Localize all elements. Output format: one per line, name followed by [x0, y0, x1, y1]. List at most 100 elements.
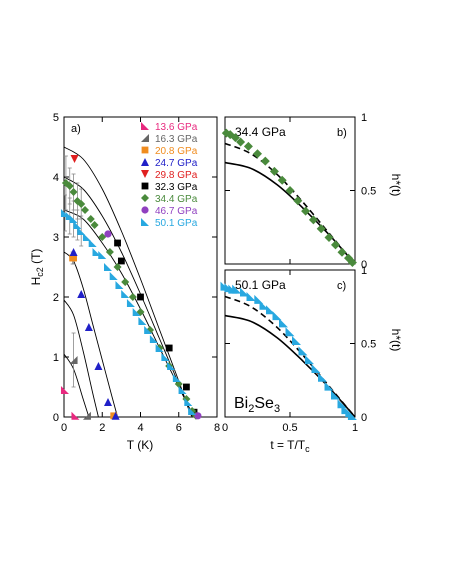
panel-b-annotation: 34.4 GPa	[235, 125, 286, 139]
point-34-4-gpa	[69, 188, 78, 196]
fit-curve-3	[63, 251, 118, 418]
point-34-4-gpa	[90, 221, 99, 229]
point-13-6-gpa	[60, 386, 69, 394]
point-34-4-gpa	[81, 206, 90, 214]
compound-label: Bi2Se3	[234, 395, 280, 415]
panel-a-ticks: 0 2 4 6 8 0 1 2 3 4 5	[53, 112, 220, 434]
legend-label-16-3-gpa: 16.3 GPa	[155, 134, 198, 145]
point-34-4-gpa	[293, 196, 303, 206]
panel-c-label: c)	[337, 280, 346, 292]
point-50-1-gpa	[337, 399, 347, 409]
fit-curve-4	[63, 299, 99, 418]
point-50-1-gpa	[172, 374, 181, 382]
y-tick-label: 0.5	[361, 339, 376, 351]
point-50-1-gpa	[144, 326, 153, 334]
point-50-1-gpa	[232, 284, 242, 294]
point-50-1-gpa	[347, 411, 357, 421]
point-50-1-gpa	[292, 336, 301, 346]
compound-sub1: 2	[248, 403, 254, 415]
compound-base: Bi	[234, 395, 248, 412]
fit-curve-5	[63, 353, 90, 418]
y-tick-label: 0.5	[361, 186, 376, 198]
y-tick-label-a: 2	[53, 292, 59, 304]
panel-c-points	[220, 281, 357, 421]
legend-marker-34-4-gpa	[141, 194, 149, 202]
legend-label-32-3-gpa: 32.3 GPa	[155, 182, 198, 193]
point-34-4-gpa	[253, 149, 262, 159]
legend-marker-32-3-gpa	[141, 182, 149, 190]
point-46-7-gpa	[104, 230, 112, 238]
legend-marker-29-8-gpa	[141, 170, 149, 178]
panel-c-annotation: 50.1 GPa	[235, 278, 286, 292]
point-24-7-gpa	[103, 398, 112, 406]
x-axis-label-c-sub: c	[305, 444, 310, 454]
point-34-4-gpa	[301, 206, 311, 216]
x-tick-label-a: 6	[176, 422, 182, 434]
y-tick-label-a: 0	[53, 412, 59, 424]
legend-marker-50-1-gpa	[141, 218, 149, 226]
point-46-7-gpa	[194, 412, 202, 420]
fit-curve-0	[63, 146, 191, 415]
point-50-1-gpa	[188, 407, 197, 415]
point-34-4-gpa	[236, 137, 246, 147]
point-32-3-gpa	[117, 257, 125, 265]
panel-a: a) T (K) Hc2 (T) 0 2 4 6 8 0 1 2 3 4 5 13.6 GPa16.…	[29, 112, 220, 452]
y-axis-label-c: h*(t)	[389, 329, 403, 352]
panel-b-label: b)	[337, 127, 347, 139]
point-50-1-gpa	[88, 239, 97, 247]
point-34-4-gpa	[105, 248, 114, 256]
point-34-4-gpa	[308, 215, 318, 225]
point-34-4-gpa	[269, 166, 279, 176]
x-axis-label-c-main: t = T/T	[270, 438, 305, 452]
legend-label-20-8-gpa: 20.8 GPa	[155, 146, 198, 157]
point-50-1-gpa	[298, 346, 308, 356]
x-tick-label-a: 8	[214, 422, 220, 434]
point-50-1-gpa	[184, 398, 193, 406]
point-16-3-gpa	[82, 411, 91, 420]
y-tick-label-a: 5	[53, 112, 59, 124]
legend-label-50-1-gpa: 50.1 GPa	[155, 218, 198, 229]
point-34-4-gpa	[230, 133, 240, 143]
point-50-1-gpa	[167, 362, 176, 370]
point-13-6-gpa	[71, 411, 80, 420]
point-34-4-gpa	[113, 263, 122, 271]
point-24-7-gpa	[84, 323, 93, 331]
point-50-1-gpa	[331, 390, 340, 400]
panel-b-ticks: 00.51	[224, 112, 376, 271]
point-50-1-gpa	[77, 227, 86, 235]
point-32-3-gpa	[165, 344, 173, 352]
point-50-1-gpa	[109, 272, 118, 280]
point-50-1-gpa	[318, 372, 327, 382]
legend-label-13-6-gpa: 13.6 GPa	[155, 122, 198, 133]
y-tick-label-a: 1	[53, 352, 59, 364]
panel-a-label: a)	[71, 123, 81, 135]
legend-label-24-7-gpa: 24.7 GPa	[155, 158, 198, 169]
y-axis-label-unit: (T)	[29, 249, 43, 268]
y-axis-label-b: h*(t)	[389, 174, 403, 197]
y-tick-label-a: 4	[53, 172, 59, 184]
point-34-4-gpa	[316, 224, 326, 234]
point-50-1-gpa	[246, 291, 256, 301]
point-24-7-gpa	[94, 362, 103, 370]
legend-label-29-8-gpa: 29.8 GPa	[155, 170, 198, 181]
legend-label-46-7-gpa: 46.7 GPa	[155, 206, 198, 217]
point-24-7-gpa	[77, 290, 86, 298]
panel-c: 50.1 GPa c) Bi2Se3 h*(t) t = T/Tc 000.50…	[220, 265, 403, 454]
point-50-1-gpa	[311, 363, 321, 373]
y-tick-label: 1	[361, 265, 367, 277]
point-34-4-gpa	[86, 215, 95, 223]
panel-b-points	[221, 128, 357, 268]
y-tick-label-a: 3	[53, 232, 59, 244]
point-50-1-gpa	[60, 209, 69, 217]
legend-marker-16-3-gpa	[141, 134, 149, 142]
x-axis-label-a: T (K)	[127, 438, 153, 452]
legend-label-34-4-gpa: 34.4 GPa	[155, 194, 198, 205]
point-24-7-gpa	[69, 248, 78, 256]
point-16-3-gpa	[69, 356, 78, 364]
legend-marker-13-6-gpa	[141, 122, 149, 130]
x-tick-label: 0.5	[282, 422, 297, 434]
y-tick-label: 0	[361, 412, 367, 424]
point-34-4-gpa	[285, 186, 295, 195]
point-50-1-gpa	[115, 281, 124, 289]
